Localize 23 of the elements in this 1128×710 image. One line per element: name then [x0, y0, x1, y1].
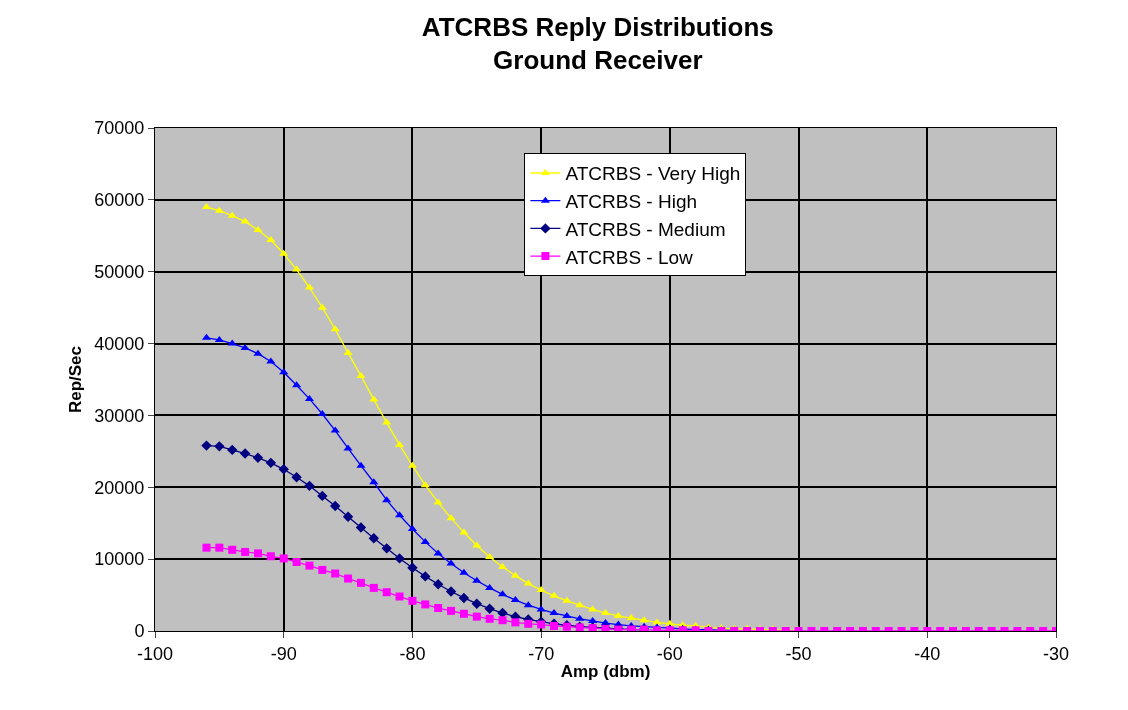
- y-axis-title: Rep/Sec: [65, 345, 85, 414]
- x-tick-label: -100: [136, 643, 174, 664]
- y-tick-label: 10000: [94, 549, 145, 570]
- y-tick-label: 40000: [94, 333, 145, 354]
- x-tick-label: -30: [1042, 643, 1070, 664]
- x-tick-label: -70: [528, 643, 555, 664]
- legend-label: ATCRBS - High: [565, 191, 698, 213]
- x-tick-label: -90: [270, 643, 297, 664]
- x-tick-label: -80: [399, 643, 426, 664]
- y-tick-label: 60000: [94, 190, 145, 211]
- chart-title: ATCRBS Reply Distributions Ground Receiver: [421, 11, 774, 76]
- legend-label: ATCRBS - Very High: [565, 163, 741, 185]
- legend-label: ATCRBS - Medium: [565, 218, 726, 240]
- x-tick-label: -60: [656, 643, 683, 664]
- x-axis-title: Amp (dbm): [560, 662, 651, 681]
- x-tick-label: -40: [914, 643, 941, 664]
- y-tick-label: 20000: [94, 477, 145, 498]
- y-tick-label: 30000: [94, 405, 145, 426]
- x-tick-label: -50: [785, 643, 812, 664]
- y-tick-label: 70000: [94, 118, 145, 139]
- y-tick-label: 0: [134, 621, 145, 642]
- legend-label: ATCRBS - Low: [565, 246, 694, 268]
- y-tick-label: 50000: [94, 262, 145, 283]
